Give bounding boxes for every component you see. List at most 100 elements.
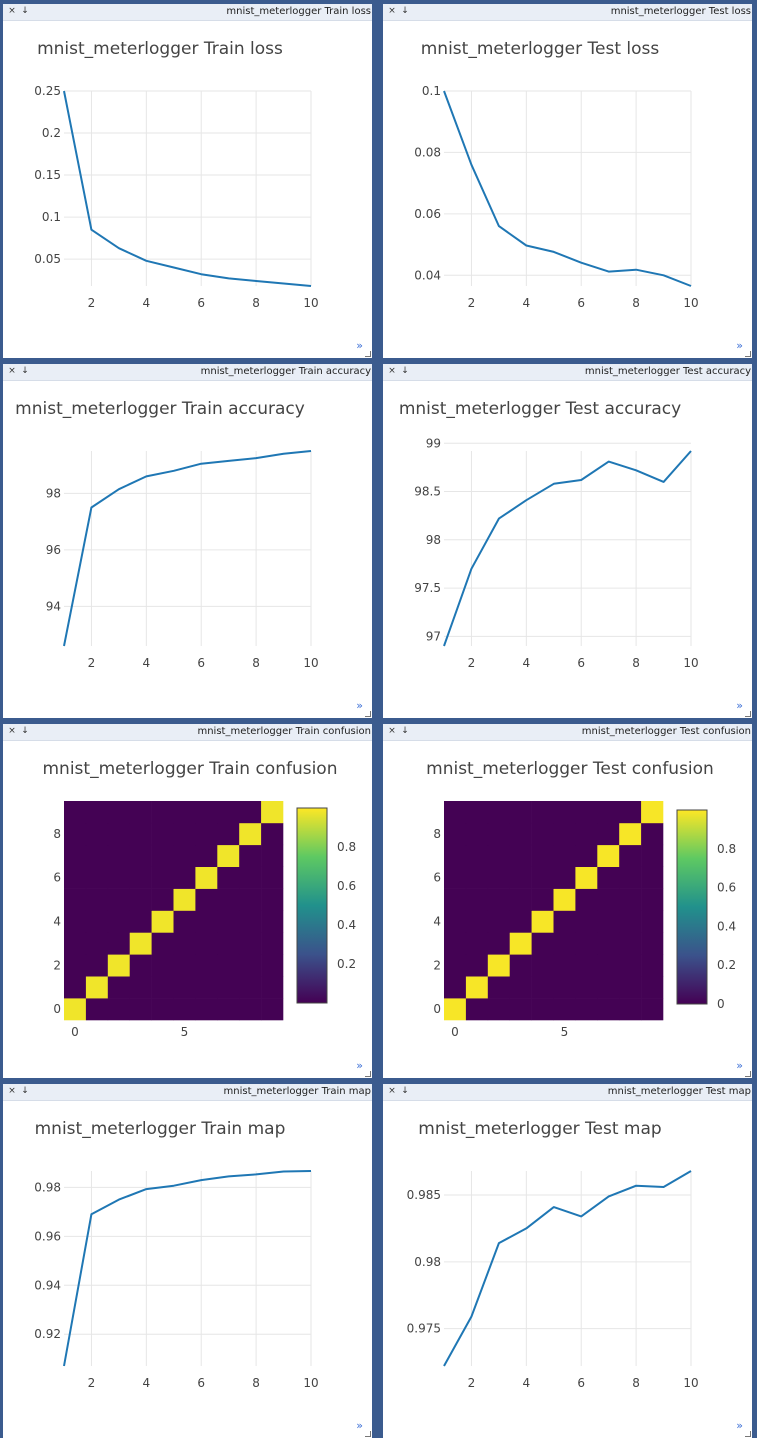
heatmap-cell [85, 932, 109, 955]
expand-icon[interactable]: » [736, 1419, 743, 1432]
heatmap-cell [641, 801, 664, 824]
heatmap-cell [553, 866, 576, 889]
heatmap-cell [151, 976, 174, 999]
pane-test-loss[interactable]: × ↓ mnist_meterlogger Test loss mnist_me… [383, 4, 752, 358]
close-icon[interactable]: × [388, 726, 396, 736]
pane-test-map[interactable]: × ↓ mnist_meterlogger Test map mnist_met… [383, 1084, 752, 1438]
expand-icon[interactable]: » [356, 339, 363, 352]
heatmap-cell [107, 822, 130, 846]
heatmap-cell [107, 866, 130, 889]
download-icon[interactable]: ↓ [401, 1086, 409, 1096]
close-icon[interactable]: × [8, 726, 16, 736]
close-icon[interactable]: × [8, 1086, 16, 1096]
heatmap-cell [597, 976, 620, 999]
pane-title-bar[interactable]: × ↓ mnist_meterlogger Test accuracy [383, 364, 752, 381]
close-icon[interactable]: × [8, 6, 16, 16]
heatmap-cell [217, 932, 240, 955]
pane-train-confusion[interactable]: × ↓ mnist_meterlogger Train confusion mn… [3, 724, 372, 1078]
line-chart: mnist_meterlogger Train loss 2 4 6 8 10 0.05… [34, 39, 318, 310]
download-icon[interactable]: ↓ [401, 726, 409, 736]
heatmap-cell [444, 910, 467, 933]
x-tick-label: 10 [303, 1376, 318, 1390]
pane-train-accuracy[interactable]: × ↓ mnist_meterlogger Train accuracy mni… [3, 364, 372, 718]
resize-handle-icon[interactable] [365, 1071, 371, 1077]
pane-title: mnist_meterlogger Train map [223, 1086, 372, 1097]
heatmap-cell [239, 866, 262, 889]
pane-title-bar[interactable]: × ↓ mnist_meterlogger Train confusion [3, 724, 372, 741]
pane-test-confusion[interactable]: × ↓ mnist_meterlogger Test confusion mni… [383, 724, 752, 1078]
heatmap-cell [195, 910, 218, 933]
close-icon[interactable]: × [388, 366, 396, 376]
heatmap-cell [173, 866, 196, 889]
pane-title-bar[interactable]: × ↓ mnist_meterlogger Test loss [383, 4, 752, 21]
heatmap-cell [129, 998, 152, 1021]
download-icon[interactable]: ↓ [401, 366, 409, 376]
x-tick-label: 6 [577, 296, 585, 310]
y-tick-label: 4 [53, 914, 61, 928]
heatmap-cell [129, 801, 152, 824]
heatmap-cell [553, 910, 576, 933]
heatmap-cell [597, 910, 620, 933]
expand-icon[interactable]: » [736, 699, 743, 712]
heatmap-cell [444, 844, 467, 867]
y-tick-label: 97.5 [414, 581, 441, 595]
resize-handle-icon[interactable] [745, 1071, 751, 1077]
resize-handle-icon[interactable] [365, 351, 371, 357]
heatmap-cell [129, 844, 152, 867]
close-icon[interactable]: × [388, 6, 396, 16]
expand-icon[interactable]: » [356, 699, 363, 712]
heatmap-cell [239, 954, 262, 977]
y-tick-label: 2 [433, 958, 441, 972]
close-icon[interactable]: × [8, 366, 16, 376]
expand-icon[interactable]: » [736, 1059, 743, 1072]
heatmap-cell [575, 998, 598, 1021]
chart-title: mnist_meterlogger Test loss [421, 39, 660, 59]
pane-title-bar[interactable]: × ↓ mnist_meterlogger Test map [383, 1084, 752, 1101]
heatmap-cell [619, 954, 642, 977]
pane-title-bar[interactable]: × ↓ mnist_meterlogger Train loss [3, 4, 372, 21]
heatmap-cell [465, 910, 489, 933]
pane-title-bar[interactable]: × ↓ mnist_meterlogger Train map [3, 1084, 372, 1101]
download-icon[interactable]: ↓ [401, 6, 409, 16]
resize-handle-icon[interactable] [365, 1431, 371, 1437]
pane-title-bar[interactable]: × ↓ mnist_meterlogger Test confusion [383, 724, 752, 741]
resize-handle-icon[interactable] [745, 1431, 751, 1437]
resize-handle-icon[interactable] [745, 711, 751, 717]
heatmap-cell [487, 998, 510, 1021]
download-icon[interactable]: ↓ [21, 366, 29, 376]
heatmap-cell [597, 866, 620, 889]
resize-handle-icon[interactable] [365, 711, 371, 717]
expand-icon[interactable]: » [356, 1419, 363, 1432]
series-line [63, 450, 312, 647]
heatmap-cell [487, 910, 510, 933]
x-tick-label: 4 [523, 656, 531, 670]
heatmap-cell [195, 888, 218, 911]
expand-icon[interactable]: » [736, 339, 743, 352]
heatmap-cell [487, 801, 510, 824]
close-icon[interactable]: × [388, 1086, 396, 1096]
pane-train-map[interactable]: × ↓ mnist_meterlogger Train map mnist_me… [3, 1084, 372, 1438]
pane-train-loss[interactable]: × ↓ mnist_meterlogger Train loss mnist_m… [3, 4, 372, 358]
heatmap-cell [509, 910, 532, 933]
pane-test-accuracy[interactable]: × ↓ mnist_meterlogger Test accuracy mnis… [383, 364, 752, 718]
heatmap-cell [239, 844, 262, 867]
x-tick-label: 8 [252, 656, 260, 670]
heatmap-cell [553, 954, 576, 977]
heatmap-cell [465, 932, 489, 955]
resize-handle-icon[interactable] [745, 351, 751, 357]
heatmap-cell [261, 822, 284, 846]
download-icon[interactable]: ↓ [21, 726, 29, 736]
heatmap-cell [261, 998, 284, 1021]
heatmap-cell [239, 932, 262, 955]
pane-title-bar[interactable]: × ↓ mnist_meterlogger Train accuracy [3, 364, 372, 381]
expand-icon[interactable]: » [356, 1059, 363, 1072]
download-icon[interactable]: ↓ [21, 1086, 29, 1096]
download-icon[interactable]: ↓ [21, 6, 29, 16]
heatmap-cell [217, 801, 240, 824]
heatmap-cell [597, 932, 620, 955]
pane-title: mnist_meterlogger Train loss [226, 6, 371, 17]
heatmap-cell [641, 954, 664, 977]
heatmap-cell [553, 822, 576, 846]
heatmap-cell [509, 888, 532, 911]
